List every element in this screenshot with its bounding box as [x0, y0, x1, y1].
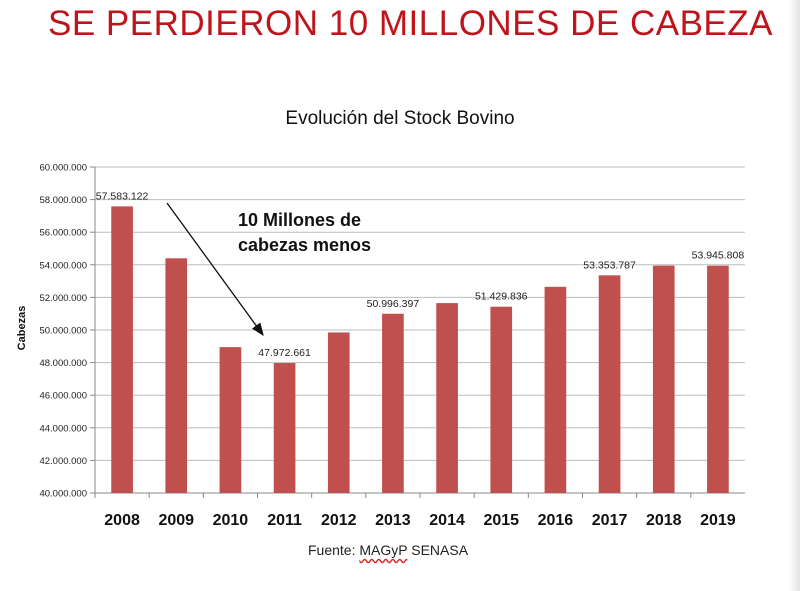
annotation-text: 10 Millones de cabezas menos	[238, 208, 398, 258]
x-tick-label: 2008	[104, 512, 140, 529]
annotation-line-1: 10 Millones de	[238, 210, 362, 230]
annotation-line-2: cabezas menos	[238, 235, 372, 255]
x-tick-label: 2018	[646, 512, 682, 529]
source-suffix: SENASA	[407, 542, 469, 558]
x-tick-label: 2010	[213, 512, 249, 529]
y-tick-label: 56.000.000	[39, 228, 87, 239]
y-tick-label: 50.000.000	[39, 326, 87, 337]
slide-title: SE PERDIERON 10 MILLONES DE CABEZA	[48, 4, 773, 43]
bar	[111, 206, 133, 493]
x-tick-label: 2016	[538, 512, 574, 529]
data-label: 57.583.122	[96, 190, 149, 202]
bar	[165, 258, 188, 493]
x-tick-label: 2011	[267, 512, 302, 529]
annotation-arrow	[166, 202, 264, 337]
y-tick-label: 60.000.000	[39, 163, 87, 174]
x-tick-label: 2017	[592, 512, 628, 529]
y-tick-label: 40.000.000	[39, 489, 87, 500]
bar	[436, 303, 458, 493]
y-tick-label: 48.000.000	[39, 358, 87, 369]
bar	[652, 265, 675, 493]
x-tick-label: 2014	[429, 512, 465, 529]
data-label: 53.945.808	[692, 250, 745, 262]
bar	[219, 347, 242, 493]
source-underlined: MAGyP	[359, 542, 408, 558]
bar	[327, 332, 350, 493]
data-label: 51.429.836	[475, 291, 528, 303]
chart-title: Evolución del Stock Bovino	[285, 108, 515, 129]
x-tick-label: 2012	[321, 512, 357, 529]
data-label: 47.972.661	[258, 347, 311, 359]
y-tick-label: 58.000.000	[39, 195, 87, 206]
right-edge-shadow	[788, 0, 800, 591]
source-prefix: Fuente:	[308, 542, 360, 558]
bar	[544, 286, 567, 493]
x-tick-label: 2009	[158, 512, 194, 529]
bar	[490, 306, 513, 493]
bar	[382, 313, 404, 493]
y-tick-label: 42.000.000	[39, 456, 87, 467]
x-tick-label: 2015	[483, 512, 519, 529]
y-tick-label: 44.000.000	[39, 423, 87, 434]
source-note: Fuente: MAGyP SENASA	[308, 542, 468, 558]
data-label: 50.996.397	[367, 298, 420, 310]
y-tick-label: 46.000.000	[39, 391, 87, 402]
bar	[707, 265, 729, 493]
x-tick-label: 2013	[375, 512, 411, 529]
data-label: 53.353.787	[583, 259, 636, 271]
x-tick-label: 2019	[700, 512, 736, 529]
bar	[273, 363, 296, 493]
y-tick-label: 52.000.000	[39, 293, 87, 304]
y-tick-label: 54.000.000	[39, 260, 87, 271]
bar	[598, 275, 621, 493]
